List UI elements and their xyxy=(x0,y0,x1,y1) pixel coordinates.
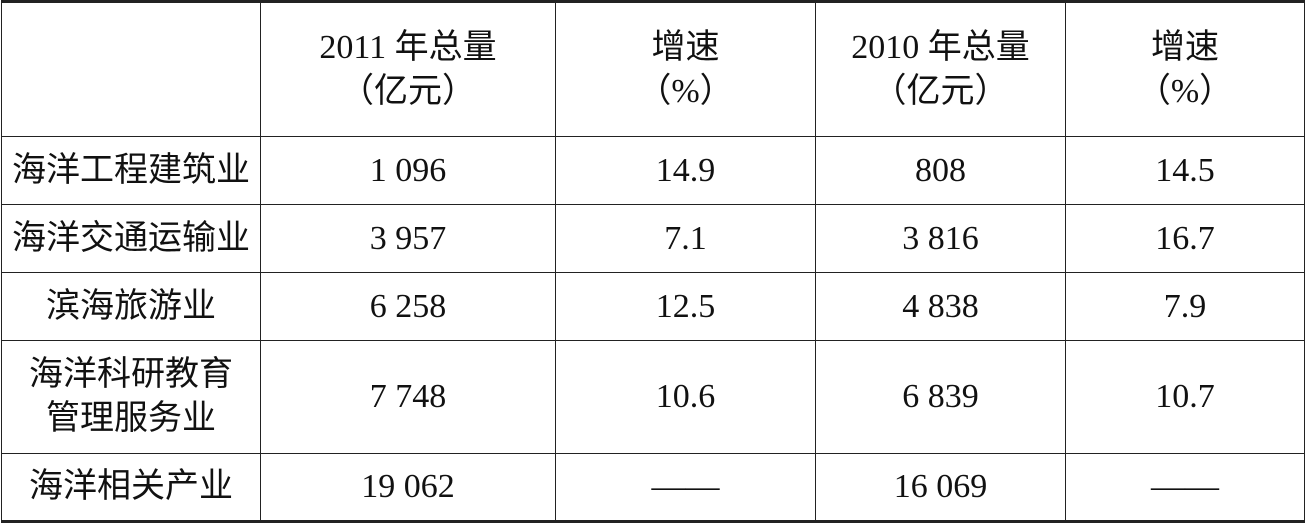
value-cell: 3 957 xyxy=(260,204,556,273)
row-label: 海洋工程建筑业 xyxy=(1,136,261,205)
value-cell: 3 816 xyxy=(815,204,1066,273)
row-label-text: 海洋交通运输业 xyxy=(12,219,250,257)
value-cell: 16.7 xyxy=(1065,204,1305,273)
header-cell: 增速 （%） xyxy=(1065,1,1305,137)
row-label-text: 管理服务业 xyxy=(46,400,216,437)
header-cell: 2011 年总量 （亿元） xyxy=(260,1,556,137)
value-cell: 7.9 xyxy=(1065,272,1305,341)
row-label-text: 海洋科研教育 xyxy=(29,356,233,393)
row-label: 滨海旅游业 xyxy=(1,272,261,341)
value-cell: 6 839 xyxy=(815,340,1066,454)
row-label-text: 滨海旅游业 xyxy=(46,287,216,325)
header-text: （亿元） xyxy=(340,72,476,110)
row-label: 海洋相关产业 xyxy=(1,453,261,522)
header-row: 2011 年总量 （亿元） 增速 （%） 2010 年总量 （亿元） 增速 （%） xyxy=(1,1,1305,137)
header-cell: 2010 年总量 （亿元） xyxy=(815,1,1066,137)
row-label-text: 海洋相关产业 xyxy=(29,468,233,505)
value-cell: 6 258 xyxy=(260,272,556,341)
value-cell: 808 xyxy=(815,136,1066,205)
header-text: 2010 年总量 xyxy=(851,28,1030,66)
value-cell: 10.7 xyxy=(1065,340,1305,454)
value-cell: 7.1 xyxy=(555,204,816,273)
value-cell: 4 838 xyxy=(815,272,1066,341)
header-text: （%） xyxy=(637,72,734,110)
header-text: （亿元） xyxy=(872,72,1009,110)
row-label: 海洋科研教育 管理服务业 xyxy=(1,340,261,454)
row-label: 海洋交通运输业 xyxy=(1,204,261,273)
header-cell: 增速 （%） xyxy=(555,1,816,137)
corner-cell xyxy=(1,1,261,137)
table-body: 海洋工程建筑业 1 096 14.9 808 14.5 海洋交通运输业 3 957 7.1 3 … xyxy=(1,136,1305,522)
header-text: 增速 xyxy=(651,28,720,66)
table-row: 海洋相关产业 19 062 —— 16 069 —— xyxy=(1,453,1305,522)
value-cell: 14.9 xyxy=(555,136,816,205)
value-cell: 19 062 xyxy=(260,453,556,522)
row-label-text: 海洋工程建筑业 xyxy=(12,151,250,189)
value-cell: 16 069 xyxy=(815,453,1066,522)
value-cell: 12.5 xyxy=(555,272,816,341)
table-row: 海洋交通运输业 3 957 7.1 3 816 16.7 xyxy=(1,204,1305,273)
value-cell: 10.6 xyxy=(555,340,816,454)
value-cell: —— xyxy=(555,453,816,522)
header-text: 增速 xyxy=(1151,28,1219,66)
value-cell: 14.5 xyxy=(1065,136,1305,205)
table-row: 海洋工程建筑业 1 096 14.9 808 14.5 xyxy=(1,136,1305,205)
table-header: 2011 年总量 （亿元） 增速 （%） 2010 年总量 （亿元） 增速 （%） xyxy=(1,1,1305,137)
header-text: （%） xyxy=(1136,72,1234,110)
table-row: 海洋科研教育 管理服务业 7 748 10.6 6 839 10.7 xyxy=(1,340,1305,454)
value-cell: 1 096 xyxy=(260,136,556,205)
value-cell: —— xyxy=(1065,453,1305,522)
value-cell: 7 748 xyxy=(260,340,556,454)
header-text: 2011 年总量 xyxy=(319,28,497,66)
table-row: 滨海旅游业 6 258 12.5 4 838 7.9 xyxy=(1,272,1305,341)
